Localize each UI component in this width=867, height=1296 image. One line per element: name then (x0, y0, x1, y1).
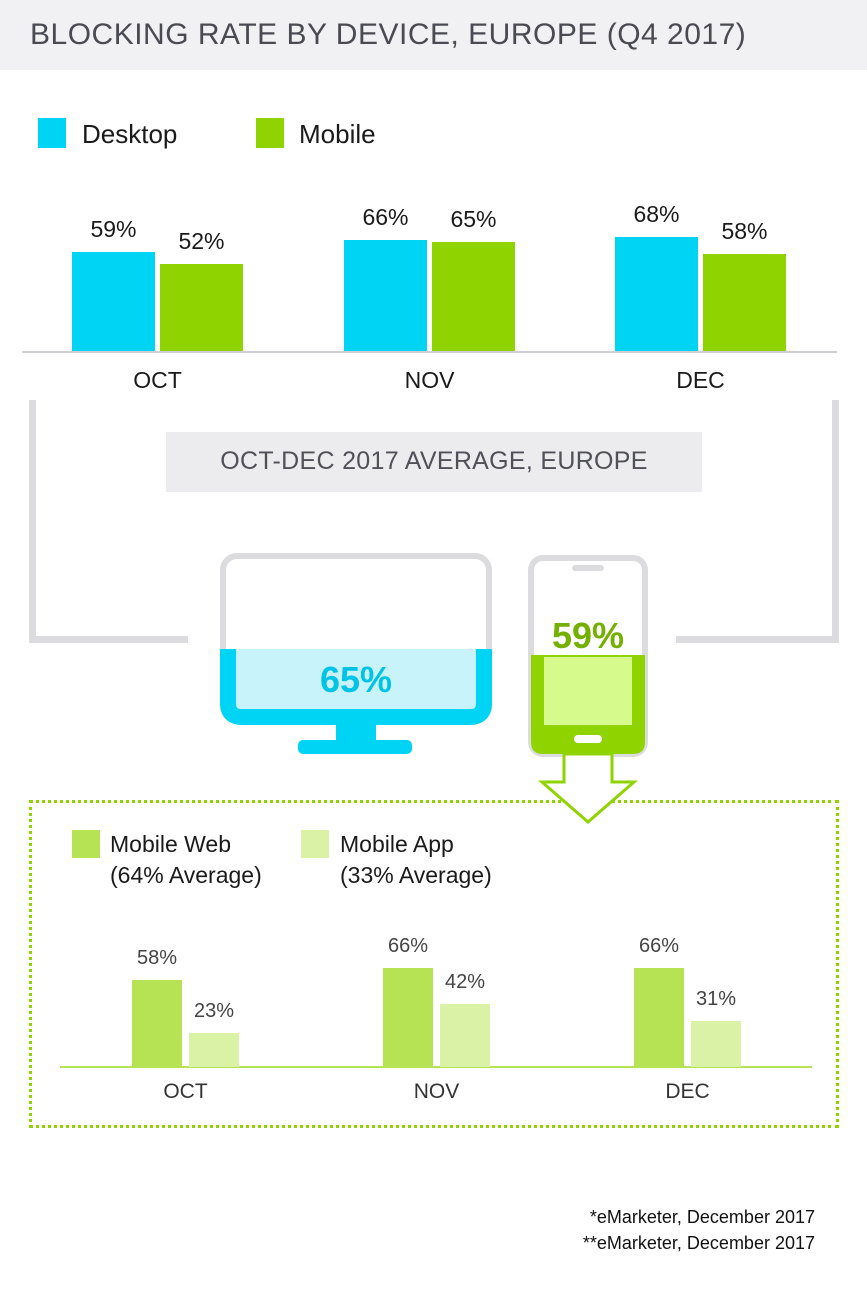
value-label-desktop-dec: 68% (633, 200, 680, 227)
bar-mobile-web-dec (634, 968, 684, 1067)
value-label-mobile-oct: 52% (178, 227, 225, 254)
legend-swatch-mobile-app (301, 830, 329, 858)
phone-home-button (574, 735, 602, 743)
source-note-1: *eMarketer, December 2017 (589, 1207, 815, 1227)
bracket-left-horizontal (29, 636, 188, 643)
bar-mobile-dec (703, 253, 786, 351)
bar-mobile-app-nov (440, 1004, 490, 1067)
legend-label-mobile: Mobile (299, 119, 376, 149)
chart-title: BLOCKING RATE BY DEVICE, EUROPE (Q4 2017… (30, 18, 747, 51)
category-label-2-nov: NOV (413, 1080, 460, 1103)
category-label-nov: NOV (404, 367, 455, 393)
bracket-left-vertical (29, 400, 36, 643)
category-label-2-dec: DEC (665, 1080, 710, 1103)
bar-mobile-oct (160, 263, 243, 351)
value-label-mobile-dec: 58% (721, 217, 768, 244)
value-label-mobile-nov: 65% (450, 205, 497, 232)
desktop-frame-fill (220, 649, 492, 725)
desktop-average-value: 65% (319, 659, 393, 700)
legend-swatch-mobile-web (72, 830, 100, 858)
value-label-mobile-app-oct: 23% (193, 999, 235, 1022)
legend-swatch-desktop (38, 118, 66, 148)
legend-label-mobile-web: Mobile Web (64% Average) (110, 829, 262, 891)
bar-desktop-nov (344, 240, 427, 351)
smartphone-icon (528, 555, 648, 757)
bracket-right-horizontal (676, 636, 839, 643)
value-label-desktop-oct: 59% (90, 215, 137, 242)
legend-label-desktop: Desktop (82, 119, 178, 149)
average-label-box: OCT-DEC 2017 AVERAGE, EUROPE (166, 432, 702, 492)
legend-mobile-app-average: (33% Average) (340, 862, 492, 888)
bar-mobile-app-dec (691, 1020, 741, 1067)
down-arrow-icon (537, 752, 639, 824)
legend-mobile-app-name: Mobile App (340, 831, 454, 857)
legend-label-mobile-app: Mobile App (33% Average) (340, 829, 492, 891)
desktop-average-fill (223, 649, 489, 723)
legend-mobile-web-name: Mobile Web (110, 831, 232, 857)
category-label-2-oct: OCT (163, 1080, 208, 1103)
desktop-monitor-icon (220, 553, 492, 754)
bracket-right-vertical (832, 400, 839, 643)
mobile-screen-fill (544, 657, 632, 725)
chart-2-axis (60, 1066, 812, 1068)
value-label-mobile-web-oct: 58% (136, 947, 178, 969)
bar-desktop-oct (72, 251, 155, 351)
value-label-mobile-web-dec: 66% (638, 935, 680, 957)
bar-mobile-web-oct (132, 980, 182, 1067)
bar-mobile-nov (432, 241, 515, 351)
value-label-desktop-nov: 66% (362, 204, 409, 231)
average-label: OCT-DEC 2017 AVERAGE, EUROPE (220, 447, 648, 475)
value-label-mobile-web-nov: 66% (387, 935, 429, 957)
value-label-mobile-app-dec: 31% (695, 987, 737, 1010)
bar-mobile-app-oct (189, 1032, 239, 1067)
monitor-base (298, 740, 412, 754)
value-label-mobile-app-nov: 42% (444, 971, 486, 993)
legend-swatch-mobile (256, 118, 284, 148)
title-bar: BLOCKING RATE BY DEVICE, EUROPE (Q4 2017… (0, 0, 867, 70)
category-label-oct: OCT (133, 367, 182, 393)
bar-desktop-dec (615, 236, 698, 351)
chart-1-axis (22, 351, 837, 353)
legend-mobile-web-average: (64% Average) (110, 862, 262, 888)
bar-mobile-web-nov (383, 968, 433, 1067)
mobile-breakdown-box (29, 800, 839, 1128)
monitor-neck (336, 722, 376, 742)
category-label-dec: DEC (676, 367, 725, 393)
mobile-average-value: 59% (551, 615, 625, 656)
source-note-2: **eMarketer, December 2017 (582, 1233, 815, 1253)
